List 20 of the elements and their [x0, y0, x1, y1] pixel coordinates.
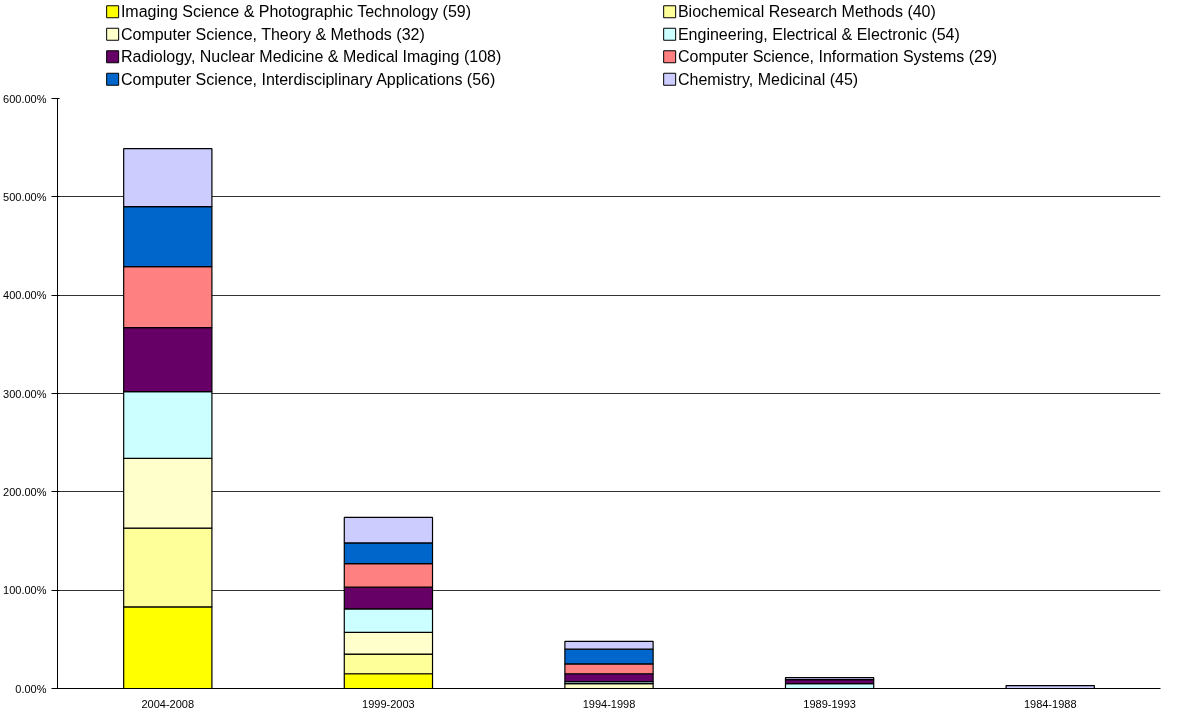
y-tick-label: 400.00% [3, 289, 47, 302]
y-tick-label: 300.00% [3, 387, 47, 400]
legend-label: Biochemical Research Methods (40) [677, 3, 936, 21]
y-tick-label: 500.00% [3, 190, 47, 203]
legend-label: Chemistry, Medicinal (45) [677, 70, 859, 88]
legend-label: Imaging Science & Photographic Technology (59) [120, 3, 472, 21]
x-tick-label: 1989-1993 [803, 697, 856, 710]
y-tick-label: 0.00% [15, 682, 47, 695]
y-tick-label: 600.00% [3, 92, 47, 105]
x-tick-label: 2004-2008 [141, 697, 195, 710]
y-tick-label: 200.00% [3, 485, 47, 498]
legend-label: Radiology, Nuclear Medicine & Medical Imaging (108) [120, 48, 502, 66]
legend-label: Computer Science, Interdisciplinary Applications (56) [120, 70, 496, 88]
x-tick-label: 1999-2003 [362, 697, 415, 710]
legend-label: Engineering, Electrical & Electronic (54) [677, 25, 960, 43]
legend-label: Computer Science, Information Systems (29) [677, 48, 998, 66]
y-tick-label: 100.00% [3, 584, 47, 597]
legend-label: Computer Science, Theory & Methods (32) [120, 25, 425, 43]
x-tick-label: 1994-1998 [582, 697, 636, 710]
x-tick-label: 1984-1988 [1023, 697, 1077, 710]
